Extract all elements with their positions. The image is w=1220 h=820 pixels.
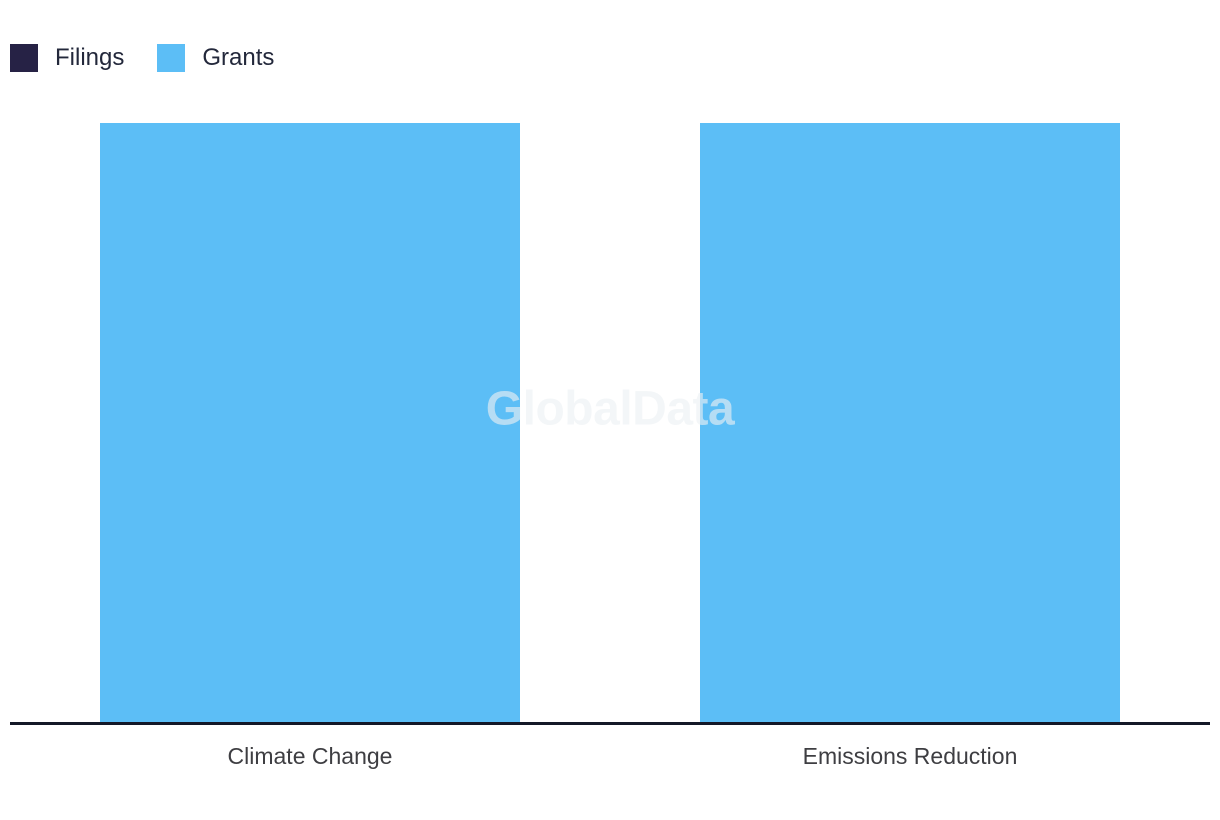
bar-column-emissions-reduction: [700, 123, 1120, 722]
bar-grants-0[interactable]: [100, 123, 520, 722]
legend-item-filings[interactable]: Filings: [10, 44, 124, 72]
legend-label-grants: Grants: [202, 44, 275, 71]
grants-swatch-icon: [157, 44, 186, 72]
x-axis-label-emissions-reduction: Emissions Reduction: [802, 743, 1018, 769]
bar-column-climate-change: [100, 123, 520, 722]
filings-swatch-icon: [10, 44, 38, 72]
legend-label-filings: Filings: [55, 44, 125, 71]
legend: Filings Grants: [10, 44, 274, 72]
x-axis-line: [10, 722, 1210, 725]
plot-area: [10, 123, 1210, 722]
bar-grants-1[interactable]: [700, 123, 1120, 722]
legend-item-grants[interactable]: Grants: [157, 44, 274, 72]
x-axis-label-climate-change: Climate Change: [227, 743, 393, 769]
